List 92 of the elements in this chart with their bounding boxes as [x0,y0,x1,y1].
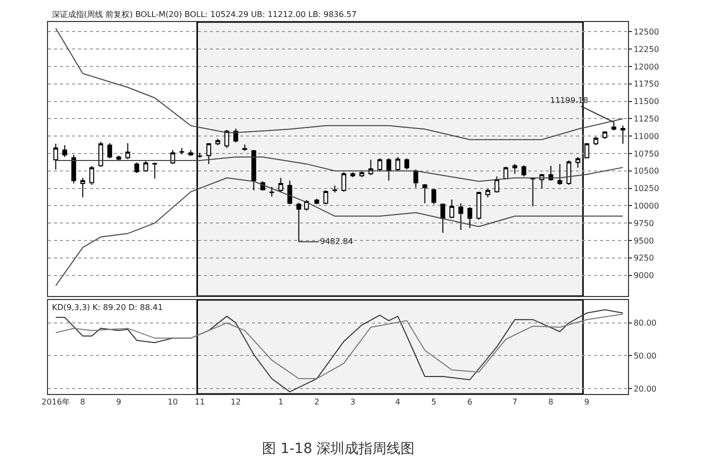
candlestick [53,143,58,170]
y-tick-label: 12000 [634,62,660,72]
x-tick-label: 3 [350,398,356,407]
x-tick-label: 2 [314,398,320,407]
chart-title: KD(9,3,3) K: 89.20 D: 88.41 [52,303,163,312]
candlestick [512,163,518,174]
candlestick [377,158,382,172]
candlestick [188,150,194,156]
x-tick-label: 12 [230,398,241,407]
candlestick [269,186,274,198]
y-tick-label: 10250 [634,184,660,194]
candlestick [89,166,94,186]
candlestick [566,160,572,186]
candlestick [521,164,526,177]
x-tick-label: 2016年 [42,398,70,407]
candlestick [575,156,580,168]
candlestick [62,144,68,158]
candlestick [251,150,256,191]
candlestick [557,163,562,186]
annotation: 11199.18 [550,96,588,105]
y-tick-label: 11000 [634,132,660,141]
candlestick [278,177,284,192]
candlestick [143,160,148,172]
y-tick-label: 20.00 [634,384,657,394]
x-tick-label: 8 [80,398,86,407]
y-tick-label: 11500 [634,97,660,106]
y-tick-label: 9750 [634,218,654,228]
y-tick-label: 9000 [634,271,654,280]
line-series [55,156,624,182]
candlestick [179,147,184,155]
candlestick [215,138,220,146]
x-tick-label: 4 [395,398,400,407]
y-tick-label: 11250 [634,114,660,124]
y-tick-label: 10500 [634,166,660,176]
x-tick-label: 1 [278,398,284,407]
candlestick [359,171,364,178]
y-tick-label: 12250 [634,44,660,54]
x-tick-label: 9 [116,398,122,407]
candlestick [449,198,454,219]
x-tick-label: 10 [168,398,178,407]
candlestick [593,136,598,146]
line-series [55,28,624,140]
candlestick [431,188,436,205]
y-tick-label: 9500 [634,236,654,246]
candlestick [107,142,112,159]
caption: 图 1-18 深圳成指周线图 [262,441,415,457]
x-tick-label: 8 [548,398,554,407]
candlestick [350,172,356,178]
candlestick [395,156,400,172]
y-tick-label: 11750 [634,80,660,89]
candlestick [304,200,309,212]
candlestick [80,177,86,198]
candlestick [71,154,76,184]
x-tick-label: 6 [467,398,472,407]
y-tick-label: 10750 [634,149,660,158]
candlestick [206,142,212,164]
candlestick [458,202,464,231]
x-tick-label: 9 [584,398,590,407]
candlestick [386,158,392,182]
y-tick-label: 9250 [634,254,654,263]
candlestick [530,177,536,207]
candlestick [602,130,608,140]
annotation: 9482.84 [320,237,354,246]
candlestick [296,202,302,242]
y-tick-label: 12500 [634,28,660,37]
y-tick-label: 50.00 [634,351,657,360]
candlestick [341,172,346,192]
line-series [55,309,624,392]
line-series [55,314,624,380]
y-tick-label: 10000 [634,202,660,210]
candlestick [485,188,490,198]
candlestick [467,206,472,228]
candlestick [332,185,338,193]
y-tick-label: 80.00 [634,318,657,328]
candlestick [287,180,292,205]
candlestick [152,162,158,180]
candlestick [242,144,248,152]
candlestick [125,142,130,160]
chart-title: 深证成指(周线 前复权) BOLL-M(20) BOLL: 10524.29 UB: 11212.00 LB: 9836.57 [52,10,357,19]
x-tick-label: 11 [194,398,205,407]
candlestick [323,190,328,205]
candlestick [440,203,446,234]
candlestick [422,184,428,204]
candlestick [404,158,410,170]
candlestick [134,162,140,174]
line-series [55,177,624,286]
candlestick [620,125,626,144]
x-tick-label: 7 [512,398,518,407]
candlestick [611,122,616,132]
candlestick [314,198,320,205]
candlestick [476,191,482,220]
x-tick-label: 5 [431,398,436,407]
